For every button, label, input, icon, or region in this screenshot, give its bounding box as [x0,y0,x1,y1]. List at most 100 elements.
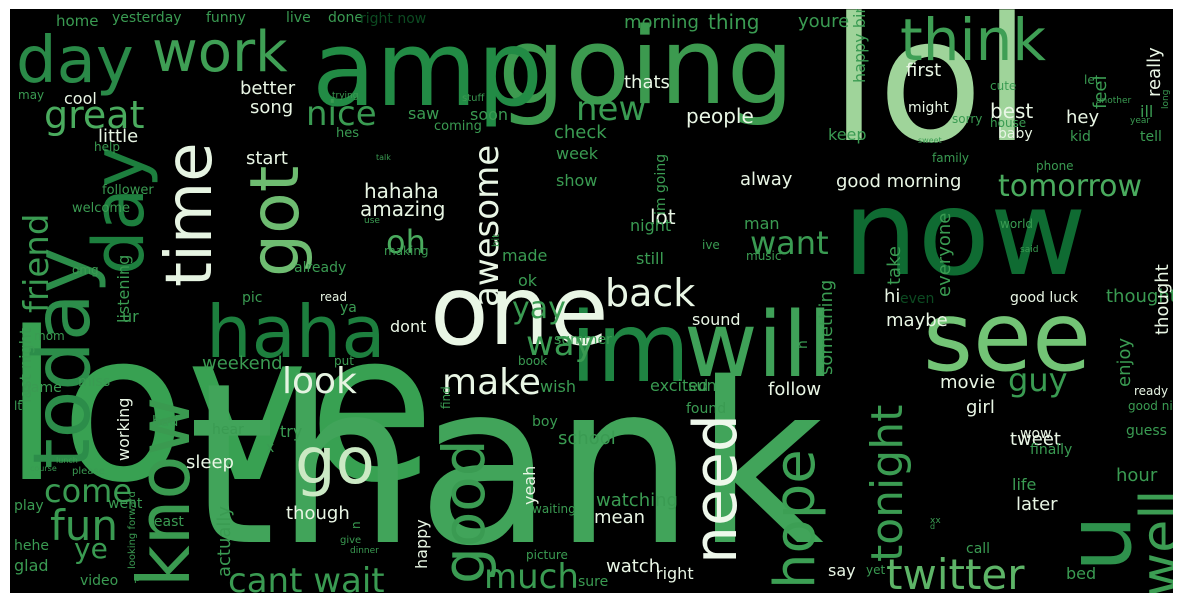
word-least: least [150,514,184,530]
word-hes: may [18,88,45,102]
word-might: sorry [952,112,983,126]
word-look: look [282,361,357,402]
word-everyone: everyone [934,212,955,297]
word-sun: excited [650,376,709,395]
word-made: made [502,246,548,265]
word-day: day [16,24,134,98]
word-need: need [681,414,751,564]
word-thats: thats [624,72,670,93]
word-weekend: ur [122,307,139,326]
word-give: n [349,521,363,529]
word-show: show [556,171,598,190]
word-mean: mean [594,507,646,528]
word-much: much [484,557,579,593]
word-done: done [328,10,363,26]
word-great: great [44,93,145,137]
word-tell: kid [1070,129,1091,145]
word-nice: nice [306,94,377,134]
word-going: going [498,9,795,128]
word-alway: alway [740,169,793,190]
word-actually: happy [412,519,431,569]
word-summer: find [439,386,453,409]
word-sure: sure [578,574,609,590]
word-sorry: cute [990,79,1017,93]
word-video: video [80,573,119,589]
word-world: phone [1036,159,1074,173]
word-bad: bad [152,414,179,430]
word-course: please [72,466,105,477]
word-awesome: awesome [467,144,507,307]
word-way: way [526,324,595,364]
word-miss: lt [14,399,23,413]
word-guy: guy [1008,361,1068,399]
word-even: said [1020,245,1039,255]
word-tonight: tonight [862,404,913,562]
word-year: tell [1140,129,1162,145]
word-cant-wait: cant wait [228,561,385,593]
word-talk: xx [930,516,941,526]
word-movie: movie [940,372,996,393]
word-hey: hey [1066,107,1100,128]
word-yeah: sun [688,376,717,395]
word-funny: funny [206,10,246,26]
word-something: something [816,279,837,375]
word-though: though [286,503,350,524]
word-game: mom [34,329,65,343]
word-lt: game [22,380,62,396]
word-dinner: give [340,535,362,546]
word-find: book [518,354,548,368]
word-start: start [246,148,288,169]
word-oh: oh [386,223,426,261]
word-house: might [908,100,949,116]
word-amp: amp [312,9,544,130]
word-call: call [966,541,991,557]
word-sound: sound [692,310,741,329]
word-go: go [295,425,375,499]
word-trying: stuff [462,93,485,104]
word-cloud: love thank lol going amp now im will see… [10,9,1173,593]
word-love: love [10,288,435,528]
word-music: ive [702,238,720,252]
word-read: read [320,290,348,304]
word-hahaha: hahaha [364,179,439,203]
word-feel: feel [1090,75,1111,110]
word-amazing: amazing [360,197,446,221]
word-coming: hes [336,126,360,141]
word-sweet: talk [376,153,391,162]
word-baby: house [990,116,1027,130]
word-new: new [576,89,647,129]
word-cool: cool [64,89,97,108]
word-yet: picture [526,548,568,562]
word-name: d [930,522,936,531]
word-sleep: sleep [186,452,234,473]
word-kid: baby [998,126,1033,142]
word-lunch: looking forward [127,491,138,569]
word-saw: saw [408,104,440,123]
word-tweet: tweet [1010,429,1061,450]
word-home: home [56,12,99,30]
word-make: make [442,362,541,403]
word-glad: glad [14,556,49,575]
word-dont: dont [390,317,427,336]
word-ye: ye [74,532,108,565]
word-hear: hear [212,422,244,438]
word-mom: omg [72,263,99,277]
word-picture: dinner [350,546,379,556]
word-well: well [1129,489,1173,593]
word-ive: ready [1134,384,1169,398]
word-maybe: maybe [886,310,948,331]
word-bit: making [384,244,429,258]
word-cute: let [1084,73,1100,87]
word-went: went [108,496,143,512]
word-thing: thing [708,10,760,34]
word-happy-birthday: trying [332,91,359,101]
word-take: take [884,246,905,285]
word-keep: keep [828,125,867,144]
word-song: song [250,97,294,118]
word-last-night: actually [214,505,235,577]
word-p: yet [866,563,886,577]
word-friend: friend [17,213,57,313]
word-try: weekend [202,353,283,374]
word-right: right [656,564,694,583]
word-im: im [570,292,691,404]
